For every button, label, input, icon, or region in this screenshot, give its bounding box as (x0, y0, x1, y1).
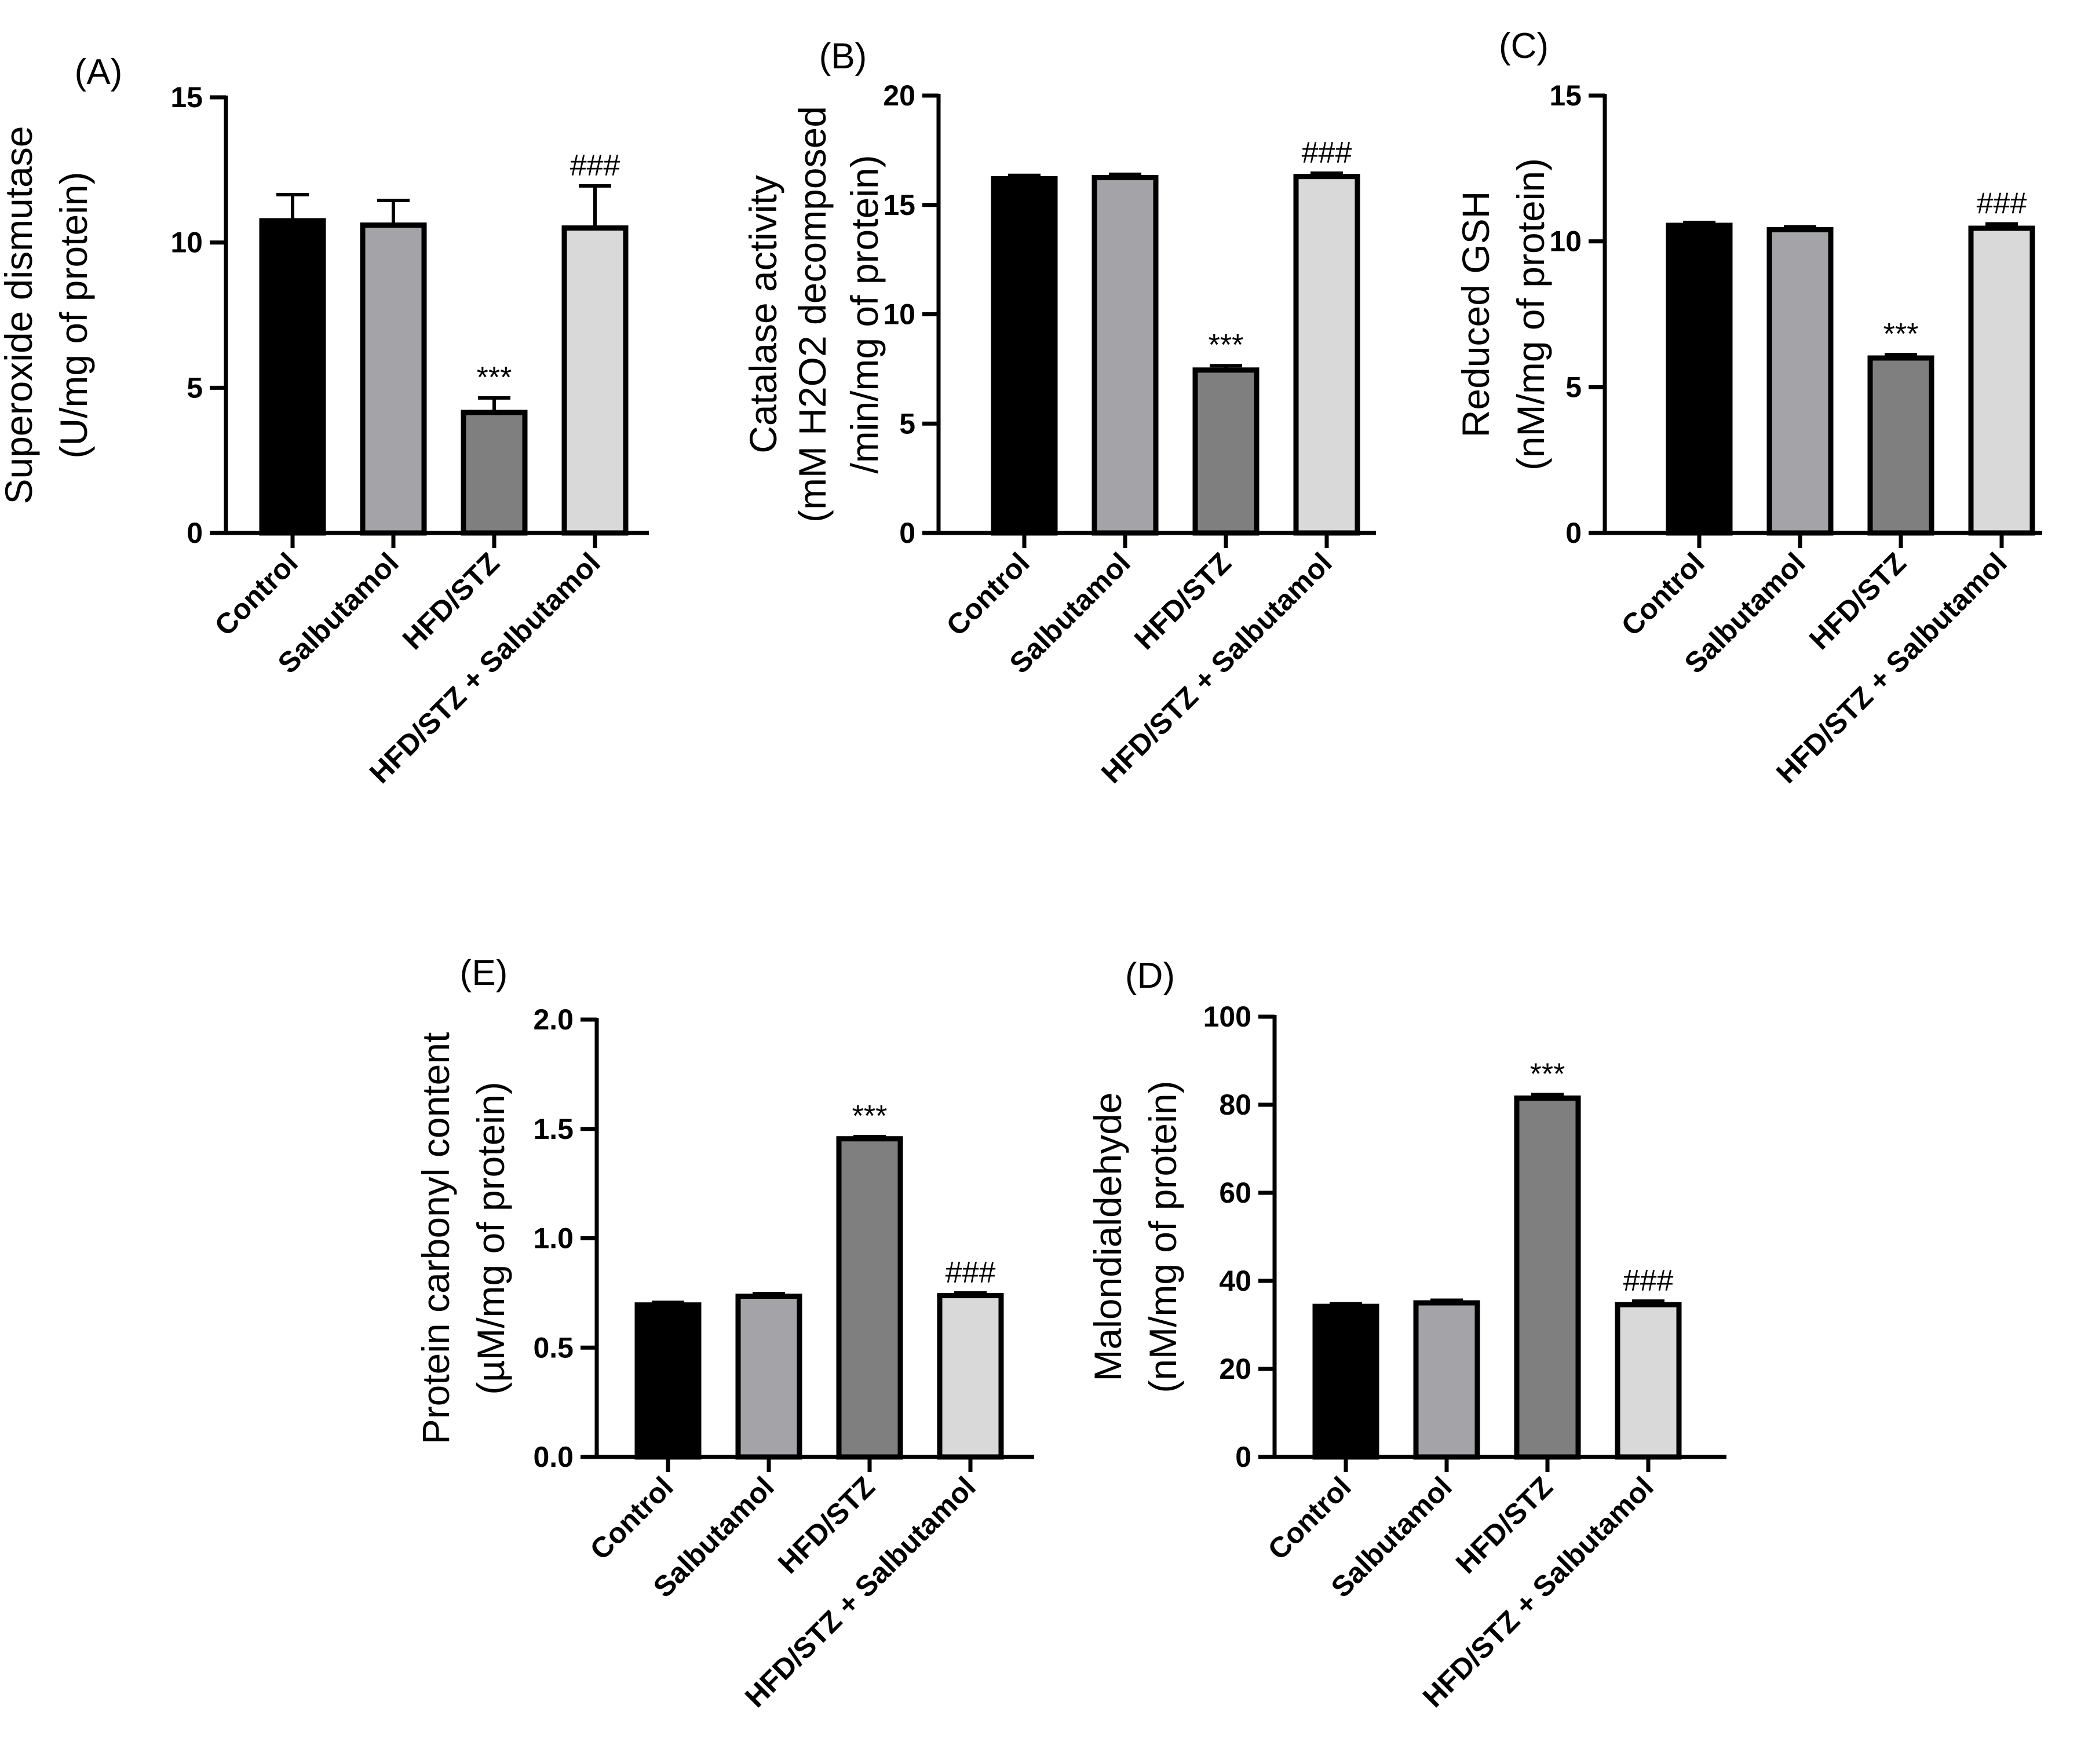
bar (1514, 1095, 1581, 1460)
y-tick-label: 0 (1565, 517, 1582, 549)
y-tick-label: 10 (1549, 225, 1582, 258)
bar (937, 1292, 1004, 1460)
x-tick-label: HFD/STZ (1803, 546, 1912, 656)
y-tick-label: 15 (170, 81, 203, 114)
x-tick-label: Control (1615, 546, 1711, 642)
x-tick-label: Control (209, 546, 304, 642)
significance-label: *** (477, 361, 512, 395)
bar (360, 222, 427, 536)
y-axis-title: Malondialdehyde (1086, 1092, 1129, 1381)
y-axis-title: Superoxide dismutase (0, 126, 40, 504)
y-tick-label: 60 (1219, 1177, 1251, 1209)
x-tick-label: Control (1262, 1470, 1357, 1566)
significance-label: *** (1883, 317, 1919, 351)
y-tick-label: 0 (187, 517, 203, 549)
bar (634, 1302, 702, 1460)
x-tick-label: Control (584, 1470, 680, 1566)
significance-label: ### (570, 149, 620, 182)
bar (1293, 174, 1360, 536)
significance-label: ### (1623, 1264, 1674, 1298)
y-tick-label: 2.0 (533, 1003, 574, 1036)
panel-label: (A) (75, 52, 123, 92)
significance-label: *** (1530, 1058, 1565, 1091)
y-tick-label: 100 (1203, 1000, 1251, 1033)
y-tick-label: 5 (1565, 371, 1582, 403)
y-tick-label: 40 (1219, 1265, 1251, 1297)
y-axis-title: Protein carbonyl content (414, 1032, 457, 1445)
y-tick-label: 20 (1219, 1353, 1251, 1385)
chart-panel: (E)Protein carbonyl content (µM/mg of pro… (414, 953, 1034, 1714)
y-axis-title: Reduced GSH (1454, 191, 1497, 438)
bar (561, 225, 629, 536)
y-tick-label: 0 (1235, 1441, 1251, 1473)
y-tick-label: 10 (170, 227, 203, 259)
y-axis-title: (U/mg of protein) (52, 171, 95, 458)
y-tick-label: 5 (187, 371, 203, 404)
y-tick-label: 5 (899, 407, 915, 440)
bar (259, 218, 326, 536)
significance-label: ### (1977, 187, 2027, 220)
chart-panel: (A) Superoxide dismutase (U/mg of protein)… (0, 52, 649, 790)
panel-label: (C) (1499, 26, 1549, 66)
bar (1413, 1300, 1480, 1460)
y-tick-label: 15 (1549, 79, 1582, 112)
bar (1092, 175, 1159, 536)
y-tick-label: 20 (883, 79, 915, 112)
panel-label: (B) (819, 36, 867, 76)
bar (1968, 225, 2035, 536)
chart-panel: (C) Reduced GSH (nM/mg of protein) 0 5 10 15 Co… (1454, 26, 2042, 790)
x-tick-label: HFD/STZ (396, 546, 506, 656)
y-axis-title: (µM/mg of protein) (469, 1082, 512, 1395)
bar (461, 410, 528, 536)
chart-panel: (B) Catalase activity (mM H2O2 decomposed /… (742, 36, 1376, 790)
y-tick-label: 15 (883, 189, 915, 221)
bar (1192, 367, 1260, 536)
bar (1615, 1302, 1682, 1460)
panel-label: (E) (460, 953, 508, 993)
x-tick-label: HFD/STZ (1450, 1470, 1559, 1580)
x-tick-label: HFD/STZ (1128, 546, 1238, 656)
y-tick-label: 0 (899, 517, 915, 549)
bar (836, 1136, 903, 1460)
y-axis-title: Catalase activity (742, 175, 784, 454)
y-tick-label: 0.5 (533, 1331, 574, 1364)
bar (1312, 1303, 1379, 1460)
y-tick-label: 1.0 (533, 1222, 574, 1255)
y-axis-title: /min/mg of protein) (843, 155, 886, 473)
bar (991, 176, 1058, 536)
y-axis-title: (nM/mg of protein) (1509, 158, 1552, 470)
y-tick-label: 0.0 (533, 1441, 574, 1473)
y-tick-label: 10 (883, 298, 915, 331)
y-axis-title: (nM/mg of protein) (1141, 1080, 1184, 1393)
bar (1867, 355, 1934, 536)
significance-label: ### (1302, 136, 1352, 170)
y-axis-title: (mM H2O2 decomposed (791, 106, 834, 523)
panel-label: (D) (1125, 956, 1175, 996)
x-tick-label: HFD/STZ (772, 1470, 881, 1580)
significance-label: ### (946, 1256, 996, 1290)
bar (1666, 222, 1733, 536)
significance-label: *** (852, 1100, 888, 1133)
significance-label: *** (1209, 328, 1244, 362)
y-tick-label: 1.5 (533, 1113, 574, 1145)
x-tick-label: Control (940, 546, 1036, 642)
bar (1766, 227, 1834, 536)
bar (735, 1294, 802, 1460)
chart-panel: (D) Malondialdehyde (nM/mg of protein) 0 20 4… (1086, 956, 1726, 1714)
y-tick-label: 80 (1219, 1089, 1251, 1121)
